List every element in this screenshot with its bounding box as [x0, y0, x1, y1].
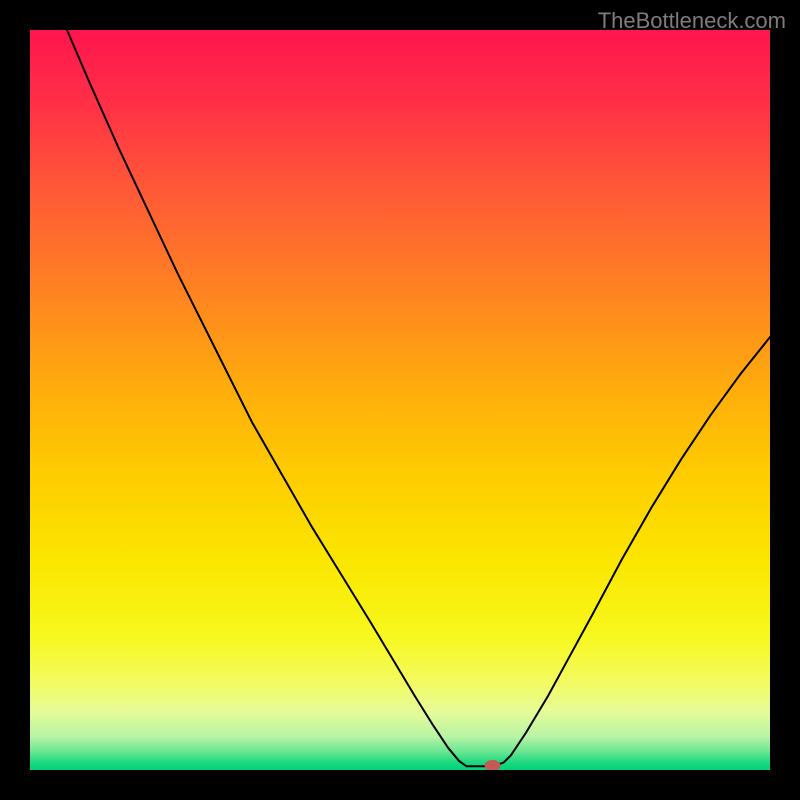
chart-background: [30, 30, 770, 770]
bottleneck-chart: [30, 30, 770, 770]
watermark-text: TheBottleneck.com: [598, 8, 786, 34]
chart-frame: TheBottleneck.com: [0, 0, 800, 800]
chart-svg: [30, 30, 770, 770]
